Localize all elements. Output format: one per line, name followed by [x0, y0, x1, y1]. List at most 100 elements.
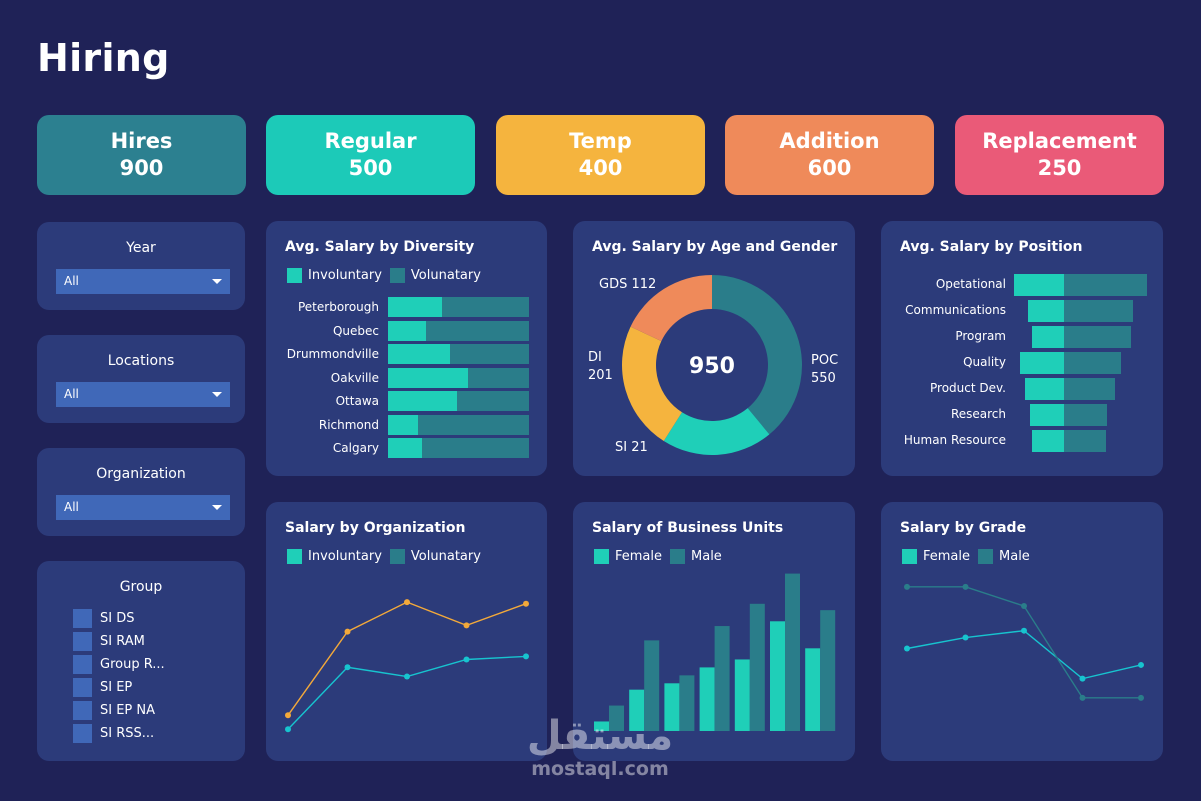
kpi-card-replacement[interactable]: Replacement 250 — [955, 115, 1164, 195]
bar-male[interactable] — [714, 626, 730, 731]
data-point-female[interactable] — [962, 634, 969, 641]
bar-female[interactable] — [629, 689, 645, 731]
bar-female[interactable] — [664, 683, 680, 731]
checkbox[interactable] — [73, 609, 92, 628]
legend-label: Involuntary — [308, 549, 382, 564]
bar-male[interactable] — [679, 675, 695, 731]
legend-swatch — [287, 549, 302, 564]
org-salary-line-chart — [285, 599, 529, 733]
group-option[interactable]: SI DS — [73, 607, 165, 630]
group-option[interactable]: SI EP NA — [73, 699, 165, 722]
data-point-involuntary[interactable] — [463, 622, 470, 629]
data-point-male[interactable] — [1021, 603, 1027, 610]
checkbox[interactable] — [73, 632, 92, 651]
data-point-involuntary[interactable] — [344, 628, 351, 635]
diversity-bar-volunatary — [388, 297, 529, 317]
bar-female[interactable] — [805, 648, 821, 731]
donut-segment-gds[interactable] — [630, 275, 712, 342]
data-point-involuntary[interactable] — [523, 600, 529, 607]
data-point-female[interactable] — [1138, 661, 1144, 668]
diversity-row-label: Peterborough — [297, 300, 379, 314]
filter-organization-panel: Organization All — [37, 448, 245, 536]
group-option[interactable]: SI RSS... — [73, 722, 165, 745]
group-option[interactable]: SI RAM — [73, 630, 165, 653]
age-gender-chart-panel: Avg. Salary by Age and Gender 950 GDS 11… — [573, 221, 855, 476]
group-option[interactable]: SI EP — [73, 676, 165, 699]
data-point-male[interactable] — [1138, 694, 1144, 701]
data-point-volunatary[interactable] — [285, 726, 291, 733]
diversity-row-label: Richmond — [318, 417, 379, 432]
position-bar-left — [1030, 404, 1064, 426]
kpi-label: Hires — [110, 129, 173, 153]
diversity-row: Quebec — [266, 320, 529, 341]
kpi-value: 250 — [1037, 156, 1082, 180]
data-point-volunatary[interactable] — [344, 664, 351, 671]
checkbox[interactable] — [73, 724, 92, 743]
donut-segment-di[interactable] — [622, 326, 682, 441]
group-option[interactable]: Group R... — [73, 653, 165, 676]
diversity-bar-volunatary — [388, 414, 529, 435]
data-point-volunatary[interactable] — [463, 656, 470, 663]
diversity-legend: Involuntary Volunatary — [287, 268, 489, 283]
position-bar-left — [1025, 378, 1064, 400]
donut-segment-si[interactable] — [663, 408, 770, 455]
bar-male[interactable] — [785, 573, 800, 731]
organization-dropdown[interactable]: All — [56, 495, 230, 520]
kpi-card-temp[interactable]: Temp 400 — [496, 115, 705, 195]
kpi-card-hires[interactable]: Hires 900 — [37, 115, 246, 195]
legend-item-volunatary: Volunatary — [389, 549, 481, 564]
legend-item-male: Male — [670, 549, 722, 564]
locations-dropdown[interactable]: All — [56, 382, 230, 407]
position-row-label: Opetational — [935, 277, 1006, 291]
data-point-volunatary[interactable] — [523, 653, 529, 660]
bar-female[interactable] — [770, 621, 785, 731]
diversity-row: Drummondville — [266, 344, 529, 364]
diversity-bar-involuntary — [388, 414, 418, 435]
diversity-row: Oakville — [266, 367, 529, 388]
position-bar-left — [1014, 274, 1064, 296]
bar-male[interactable] — [820, 610, 836, 731]
org-salary-legend: Involuntary Volunatary — [287, 549, 489, 564]
kpi-label: Replacement — [982, 129, 1137, 153]
checkbox[interactable] — [73, 701, 92, 720]
position-bar-right — [1064, 430, 1106, 452]
data-point-involuntary[interactable] — [285, 712, 291, 719]
year-dropdown[interactable]: All — [56, 269, 230, 294]
donut-label-si: SI 21 — [615, 440, 648, 455]
data-point-female[interactable] — [904, 645, 910, 652]
diversity-bar-involuntary — [388, 391, 458, 411]
legend-label: Volunatary — [410, 268, 481, 283]
watermark-latin: mostaql.com — [531, 758, 669, 780]
bar-male[interactable] — [749, 603, 765, 731]
diversity-bar-volunatary — [388, 438, 529, 458]
position-bar-right — [1064, 378, 1115, 400]
bar-female[interactable] — [699, 667, 715, 731]
diversity-chart-title: Avg. Salary by Diversity — [285, 239, 475, 255]
kpi-label: Addition — [779, 129, 880, 153]
age-gender-chart-title: Avg. Salary by Age and Gender — [592, 239, 838, 255]
bar-female[interactable] — [734, 659, 750, 731]
bar-female[interactable] — [594, 721, 609, 731]
legend-swatch — [902, 549, 917, 564]
kpi-card-regular[interactable]: Regular 500 — [266, 115, 475, 195]
diversity-row: Richmond — [266, 414, 529, 435]
data-point-involuntary[interactable] — [404, 599, 410, 606]
organization-dropdown-value: All — [64, 500, 79, 514]
data-point-female[interactable] — [1079, 675, 1086, 682]
checkbox[interactable] — [73, 655, 92, 674]
data-point-male[interactable] — [904, 583, 910, 590]
checkbox[interactable] — [73, 678, 92, 697]
business-units-chart-title: Salary of Business Units — [592, 520, 784, 536]
data-point-male[interactable] — [962, 583, 969, 590]
filter-locations-title: Locations — [107, 353, 175, 369]
bar-male[interactable] — [609, 705, 624, 731]
bar-male[interactable] — [644, 640, 660, 731]
data-point-volunatary[interactable] — [404, 673, 410, 680]
kpi-card-addition[interactable]: Addition 600 — [725, 115, 934, 195]
data-point-male[interactable] — [1079, 694, 1086, 701]
donut-segment-poc[interactable] — [712, 275, 802, 435]
kpi-value: 400 — [578, 156, 623, 180]
grade-chart-panel: Salary by Grade Female Male — [881, 502, 1163, 761]
watermark-arabic: مستقل — [526, 713, 674, 759]
data-point-female[interactable] — [1021, 627, 1027, 634]
